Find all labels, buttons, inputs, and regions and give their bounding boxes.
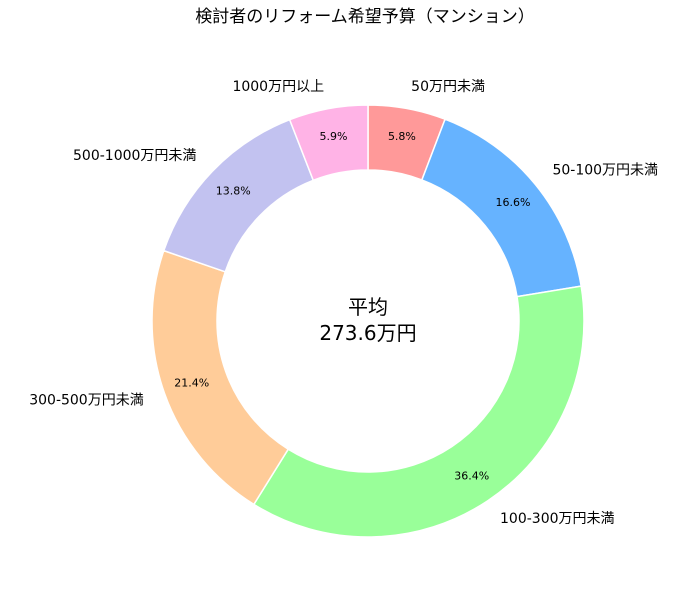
slice-3	[252, 285, 585, 538]
chart-title: 検討者のリフォーム希望予算（マンション）	[195, 7, 535, 27]
percent-labels-group: 5.8% 16.6% 36.4% 21.4% 13.8% 5.9%	[174, 130, 530, 482]
category-label-6: 1000万円以上	[232, 79, 324, 95]
percent-label-3: 36.4%	[454, 470, 489, 483]
percent-label-4: 21.4%	[174, 377, 209, 390]
center-label-average: 平均	[348, 295, 388, 319]
percent-label-6: 5.9%	[320, 130, 348, 143]
percent-label-5: 13.8%	[216, 184, 251, 197]
center-label-value: 273.6万円	[319, 321, 416, 345]
percent-label-1: 5.8%	[388, 130, 416, 143]
category-label-3: 100-300万円未満	[500, 511, 615, 527]
category-label-5: 500-1000万円未満	[73, 148, 196, 164]
category-label-4: 300-500万円未満	[29, 393, 144, 409]
category-label-2: 50-100万円未満	[552, 163, 658, 179]
percent-label-2: 16.6%	[495, 196, 530, 209]
slice-6	[288, 104, 369, 182]
slices-group	[151, 104, 585, 538]
category-labels-group: 50万円未満 50-100万円未満 100-300万円未満 300-500万円未満 50…	[29, 79, 658, 527]
slice-4	[151, 249, 290, 506]
category-label-1: 50万円未満	[411, 79, 485, 95]
